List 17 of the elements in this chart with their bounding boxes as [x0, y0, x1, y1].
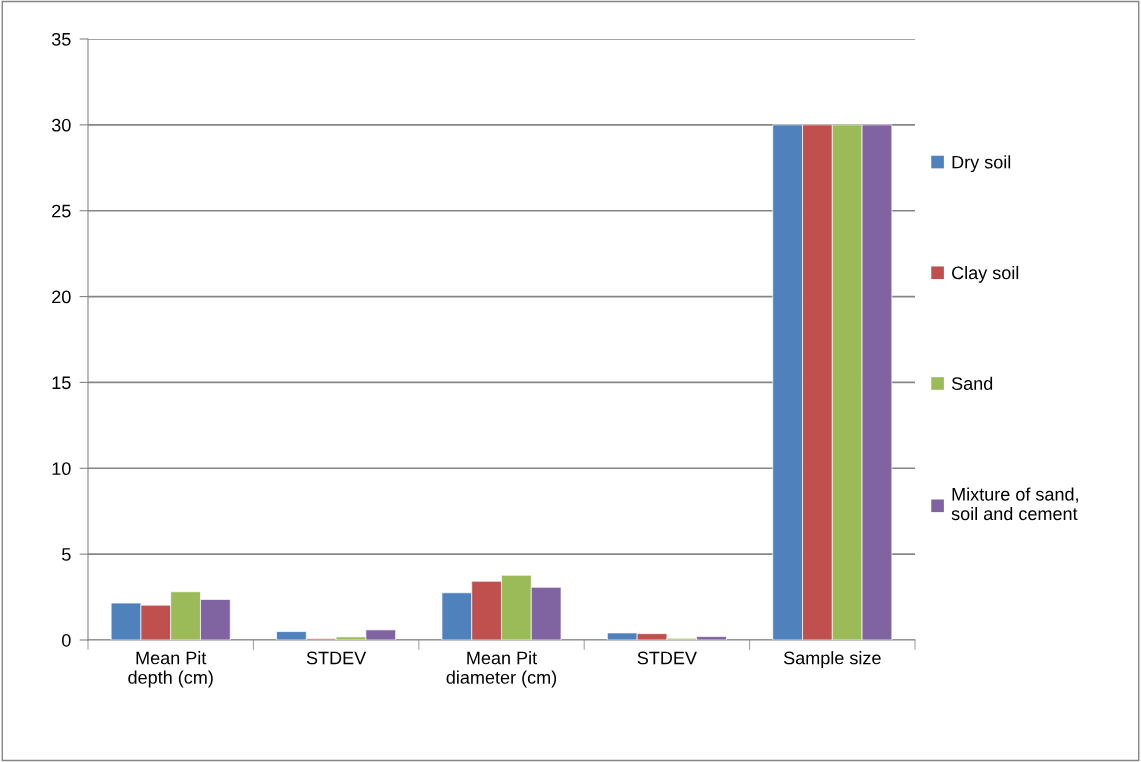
y-tick-label: 15	[52, 376, 71, 390]
x-tick-label: STDEV	[637, 651, 697, 665]
y-tick-label: 35	[51, 32, 71, 46]
x-tick-label: Mean Pit depth (cm)	[128, 651, 213, 688]
y-tick-label: 30	[51, 118, 71, 132]
y-tick-label: 0	[62, 633, 71, 647]
x-tick-label: STDEV	[306, 651, 367, 665]
legend-label: Dry soil	[952, 155, 1011, 173]
y-tick-label: 10	[52, 462, 71, 476]
legend-label: Clay soil	[952, 266, 1019, 283]
x-tick-label: Mean Pit diameter (cm)	[446, 651, 557, 688]
legend-label: Sand	[951, 376, 993, 390]
x-tick-label: Sample size	[783, 651, 881, 668]
y-tick-label: 20	[52, 290, 71, 304]
legend-label: Mixture of sand, soil and cement	[951, 487, 1078, 521]
y-tick-label: 5	[62, 548, 71, 561]
y-tick-label: 25	[52, 204, 71, 218]
